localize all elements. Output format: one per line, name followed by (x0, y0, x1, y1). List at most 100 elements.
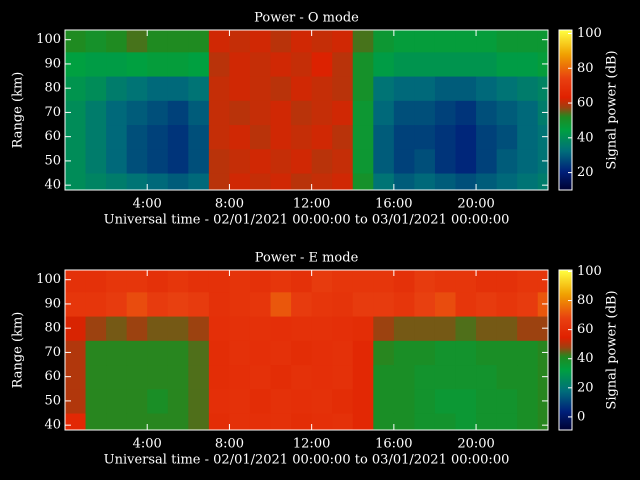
heat-cell (537, 173, 549, 191)
heat-cell (188, 51, 210, 77)
heat-cell (393, 270, 415, 293)
colorbar-swatch (559, 176, 572, 179)
heat-cell (147, 364, 169, 390)
colorbar-swatch (559, 78, 572, 81)
heat-cell (476, 173, 498, 191)
heat-cell (106, 316, 128, 341)
heat-cell (65, 291, 87, 317)
heat-cell (496, 173, 518, 191)
colorbar-swatch (559, 370, 572, 373)
heat-cell (291, 30, 313, 53)
heat-cell (208, 100, 230, 126)
colorbar-swatch (559, 344, 572, 347)
heat-cell (65, 148, 87, 174)
heat-cell (85, 124, 107, 150)
heat-cell (393, 51, 415, 77)
heat-cell (85, 388, 107, 414)
heat-cell (517, 173, 539, 191)
colorbar-swatch (559, 364, 572, 367)
colorbar-swatch (559, 418, 572, 421)
heat-cell (414, 51, 436, 77)
heat-cell (270, 291, 292, 317)
colorbar-swatch (559, 284, 572, 287)
heat-cell (373, 148, 395, 174)
heat-cell (65, 340, 87, 366)
colorbar-swatch (559, 122, 572, 125)
colorbar-swatch (559, 424, 572, 427)
heat-cell (332, 291, 354, 317)
heat-cell (332, 124, 354, 150)
colorbar-swatch (559, 100, 572, 103)
colorbar-swatch (559, 80, 572, 83)
y-tick-label: 90 (44, 56, 61, 71)
heat-cell (65, 270, 87, 293)
colorbar-frame (558, 269, 573, 431)
colorbar-swatch (559, 106, 572, 109)
y-axis-label: Range (km) (11, 72, 26, 149)
colorbar-swatch (559, 318, 572, 321)
heat-cell (208, 388, 230, 414)
colorbar-swatch (559, 154, 572, 157)
heat-cell (167, 388, 189, 414)
colorbar-swatch (559, 150, 572, 153)
colorbar-swatch (559, 394, 572, 397)
colorbar-swatch (559, 82, 572, 85)
heat-cell (373, 364, 395, 390)
heat-cell (270, 76, 292, 101)
heat-cell (291, 364, 313, 390)
colorbar-swatch (559, 314, 572, 317)
colorbar-swatch (559, 64, 572, 67)
colorbar-swatch (559, 54, 572, 57)
heat-cell (106, 388, 128, 414)
heat-cell (147, 413, 169, 431)
heat-cell (496, 76, 518, 101)
colorbar-label: Signal power (dB) (605, 50, 620, 169)
colorbar-swatch (559, 90, 572, 93)
colorbar-tick-label: 100 (577, 26, 602, 41)
colorbar-swatch (559, 272, 572, 275)
heat-cell (188, 413, 210, 431)
heat-cell (414, 30, 436, 53)
y-tick-label: 40 (44, 418, 61, 433)
colorbar-swatch (559, 312, 572, 315)
colorbar-swatch (559, 396, 572, 399)
y-tick-label: 50 (44, 153, 61, 168)
heat-cell (393, 173, 415, 191)
heat-cell (373, 30, 395, 53)
y-tick-label: 100 (36, 32, 61, 47)
heat-cell (517, 100, 539, 126)
y-tick-label: 40 (44, 178, 61, 193)
heat-cell (249, 364, 272, 390)
heat-cell (414, 316, 436, 341)
heat-cell (249, 388, 272, 414)
colorbar-swatch (559, 126, 572, 129)
colorbar-swatch (559, 332, 572, 335)
heat-cell (126, 148, 148, 174)
heat-cell (229, 51, 251, 77)
heat-cell (455, 30, 477, 53)
colorbar-swatch (559, 188, 572, 191)
heat-cell (208, 124, 230, 150)
colorbar-swatch (559, 310, 572, 313)
x-axis-label: Universal time - 02/01/2021 00:00:00 to … (104, 453, 510, 468)
heat-cell (126, 413, 148, 431)
heat-cell (249, 76, 272, 101)
colorbar-swatch (559, 382, 572, 385)
colorbar-swatch (559, 140, 572, 143)
colorbar-swatch (559, 186, 572, 189)
heat-cell (126, 340, 148, 366)
heat-cell (147, 291, 169, 317)
heat-cell (414, 291, 436, 317)
heat-cell (517, 270, 539, 293)
heat-cell (352, 388, 374, 414)
colorbar-swatch (559, 34, 572, 37)
colorbar-swatch (559, 38, 572, 41)
heat-cell (332, 51, 354, 77)
heat-cell (434, 51, 457, 77)
y-tick-label: 60 (44, 369, 61, 384)
heat-cell (332, 76, 354, 101)
colorbar-swatch (559, 114, 572, 117)
heat-cell (537, 413, 549, 431)
colorbar-swatch (559, 278, 572, 281)
heat-cell (434, 388, 457, 414)
